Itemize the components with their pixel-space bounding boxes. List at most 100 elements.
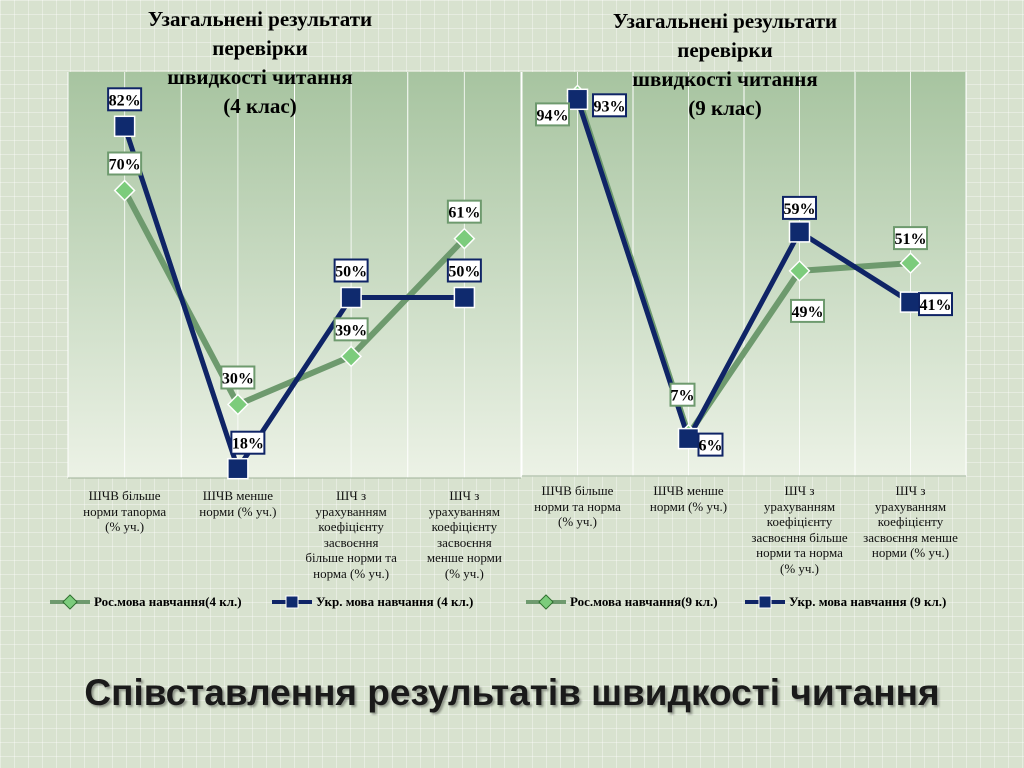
category-label-line: ШЧВ менше bbox=[202, 488, 273, 503]
data-label-box bbox=[893, 226, 928, 251]
data-label: 30% bbox=[222, 371, 254, 388]
data-label-box bbox=[669, 382, 696, 407]
category-label-line: коефіцієнту bbox=[877, 514, 944, 529]
data-label: 51% bbox=[895, 231, 927, 248]
data-label: 59% bbox=[784, 201, 816, 218]
chart-9-title-line: Узагальнені результати bbox=[612, 9, 838, 33]
category-label-line: норми та норма bbox=[756, 545, 843, 560]
legend-label: Укр. мова навчання (9 кл.) bbox=[789, 594, 947, 609]
data-label: 18% bbox=[232, 436, 264, 453]
legend-ros-4: Рос.мова навчання(4 кл.) bbox=[50, 594, 242, 610]
legend-ros-9: Рос.мова навчання(9 кл.) bbox=[526, 594, 718, 610]
chart-9-class: 94% 7% 49% 51% 93% 6% 59% 41% bbox=[521, 72, 967, 477]
square-marker-icon bbox=[745, 595, 785, 609]
chart-4-title-line: швидкості читання bbox=[167, 65, 353, 89]
data-point-ros bbox=[113, 179, 136, 202]
category-label: ШЧ з урахуванням коефіцієнту засвоєння більш… bbox=[297, 488, 405, 581]
chart-9-title-line: швидкості читання bbox=[632, 67, 818, 91]
data-label: 7% bbox=[671, 388, 695, 405]
category-label-line: ШЧ з bbox=[449, 488, 480, 503]
square-marker-icon bbox=[272, 595, 312, 609]
data-point-ukr bbox=[113, 115, 136, 138]
category-label: ШЧВ більше норми таnорма (% уч.) bbox=[71, 488, 179, 535]
data-label: 39% bbox=[335, 322, 367, 339]
category-label-line: засвоєння більше bbox=[751, 529, 848, 545]
data-point-ukr bbox=[899, 291, 922, 313]
data-point-ukr bbox=[453, 286, 476, 309]
data-label-box bbox=[697, 432, 724, 457]
category-label-line: коефіцієнту bbox=[318, 519, 384, 534]
chart-9-title-line: (9 клас) bbox=[688, 96, 762, 120]
data-point-ros bbox=[340, 345, 363, 368]
category-label: ШЧ з урахуванням коефіцієнту засвоєння біль… bbox=[745, 483, 855, 576]
data-point-ukr bbox=[788, 221, 811, 243]
category-label-line: урахуванням bbox=[874, 498, 947, 514]
category-label-line: норми таnорма bbox=[83, 503, 167, 519]
data-label-box bbox=[446, 258, 482, 283]
data-point-ukr bbox=[677, 427, 700, 450]
data-label: 61% bbox=[448, 205, 480, 222]
data-label-box bbox=[790, 298, 825, 323]
category-label-line: ШЧ з bbox=[895, 483, 926, 498]
series-line-ukr bbox=[575, 98, 912, 442]
data-label-box bbox=[107, 151, 143, 176]
category-label-line: коефіцієнту bbox=[431, 519, 498, 534]
data-label: 50% bbox=[335, 264, 367, 281]
chart-4-class: 70% 30% 39% 61% 82% 18% 50% 50% bbox=[67, 72, 522, 480]
data-point-ukr bbox=[227, 457, 249, 480]
chart-4-title-line: (4 клас) bbox=[223, 94, 297, 118]
category-label-line: засвоєння менше bbox=[863, 529, 958, 545]
data-label-box bbox=[592, 93, 627, 118]
category-label-line: (% уч.) bbox=[557, 514, 598, 529]
data-label: 49% bbox=[792, 304, 824, 321]
data-label: 93% bbox=[594, 98, 626, 115]
category-label: ШЧ з урахуванням коефіцієнту засвоєння менше… bbox=[410, 488, 518, 581]
category-label-line: ШЧ з bbox=[784, 483, 815, 498]
data-label: 82% bbox=[109, 92, 141, 109]
category-label-line: ШЧ з bbox=[336, 488, 367, 503]
category-label-line: більше норми та bbox=[305, 550, 397, 565]
category-label-line: норми та норма bbox=[534, 498, 621, 514]
chart-4-title-line: перевірки bbox=[212, 36, 308, 60]
data-label-box bbox=[333, 258, 369, 283]
data-label: 6% bbox=[699, 438, 723, 455]
legend-label: Укр. мова навчання (4 кл.) bbox=[316, 594, 474, 609]
data-label: 94% bbox=[537, 107, 569, 124]
data-label-box bbox=[333, 317, 369, 342]
series-line-ukr bbox=[122, 125, 465, 472]
data-point-ros bbox=[226, 393, 249, 416]
data-point-ros bbox=[899, 252, 922, 275]
chart-4-title: Узагальнені результати перевірки швидкос… bbox=[95, 5, 425, 121]
category-label: ШЧВ менше норми (% уч.) bbox=[634, 483, 744, 514]
data-label: 50% bbox=[448, 264, 480, 281]
category-label: ШЧВ менше норми (% уч.) bbox=[184, 488, 292, 519]
data-label-box bbox=[535, 102, 570, 127]
slide-title: Співставлення результатів швидкості чита… bbox=[84, 672, 940, 713]
category-label-line: засвоєння bbox=[437, 534, 492, 550]
category-label-line: ШЧВ менше bbox=[653, 483, 724, 498]
data-label-box bbox=[230, 430, 266, 455]
category-label-line: коефіцієнту bbox=[766, 514, 833, 529]
category-label-line: норми (% уч.) bbox=[871, 545, 950, 560]
legend-ukr-9: Укр. мова навчання (9 кл.) bbox=[745, 594, 946, 610]
category-label-line: (% уч.) bbox=[444, 565, 484, 581]
category-label-line: ШЧВ більше bbox=[88, 488, 161, 503]
chart-9-title: Узагальнені результати перевірки швидкос… bbox=[560, 7, 890, 123]
data-label-box bbox=[918, 292, 953, 317]
data-point-ros bbox=[453, 227, 476, 250]
data-label-box bbox=[446, 199, 482, 224]
diamond-marker-icon bbox=[50, 594, 90, 610]
data-label: 41% bbox=[920, 297, 952, 314]
legend-ukr-4: Укр. мова навчання (4 кл.) bbox=[272, 594, 473, 610]
data-label: 70% bbox=[109, 157, 141, 174]
category-label-line: ШЧВ більше bbox=[541, 483, 614, 498]
chart-4-title-line: Узагальнені результати bbox=[147, 7, 373, 31]
category-label: ШЧ з урахуванням коефіцієнту засвоєння менш… bbox=[856, 483, 966, 561]
data-point-ukr bbox=[340, 286, 362, 309]
category-label-line: норми (% уч.) bbox=[649, 498, 728, 514]
legend-label: Рос.мова навчання(4 кл.) bbox=[94, 594, 242, 609]
data-label-box bbox=[107, 87, 143, 112]
category-label: ШЧВ більше норми та норма (% уч.) bbox=[523, 483, 633, 530]
category-label-line: менше норми bbox=[426, 550, 502, 565]
